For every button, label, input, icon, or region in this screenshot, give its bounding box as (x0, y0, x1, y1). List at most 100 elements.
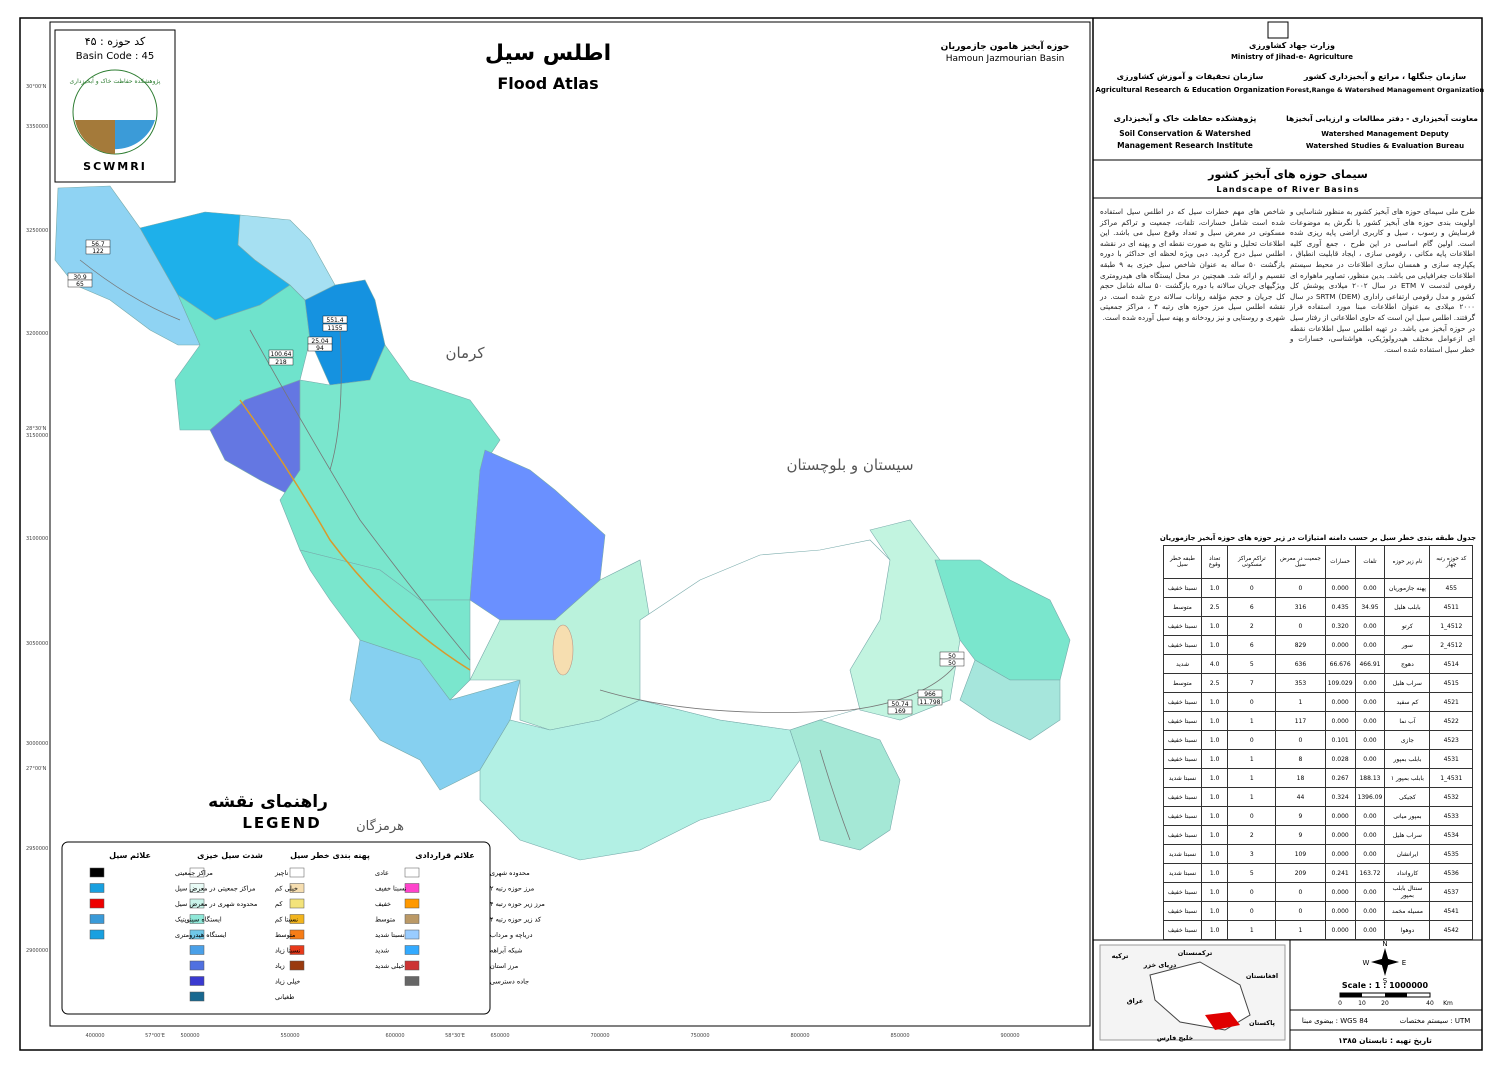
table-cell: متوسط (1163, 673, 1202, 693)
table-cell: 4532 (1429, 787, 1473, 807)
point-label: 218 (275, 359, 287, 366)
coord-label: 57°00'E (145, 1033, 165, 1039)
legend-swatch (189, 867, 205, 878)
compass-label: S (1383, 977, 1388, 985)
urban-area (552, 624, 574, 676)
legend-item: نسبتا خفیف (375, 885, 407, 893)
landscape-en: Landscape of River Basins (1216, 185, 1359, 194)
table-cell: 0.00 (1354, 635, 1386, 655)
table-cell: 4.0 (1200, 654, 1229, 674)
rivers (79, 259, 961, 841)
table-cell: بابلب بمپور (1384, 749, 1431, 769)
coord-label: 2900000 (26, 948, 48, 954)
deputy-en: Watershed Management Deputy Watershed St… (1305, 130, 1465, 150)
table-cell: نسبتا خفیف (1163, 635, 1202, 655)
table-row: 4531 بابلب بمپور 0.00 0.028 8 1 1.0 نسبتا خفیف (1163, 749, 1473, 769)
table-row: 4521 کم سفید 0.00 0.000 1 0 1.0 نسبتا خفیف (1163, 692, 1473, 712)
table-cell: 4521 (1429, 692, 1473, 712)
table-cell: 5 (1227, 863, 1277, 883)
point-label-box (85, 246, 111, 255)
table-cell: سور (1384, 635, 1431, 655)
legend-swatch (289, 898, 305, 909)
table-cell: 1.0 (1200, 692, 1229, 712)
logo-text: SCWMRI (83, 160, 147, 173)
legend-swatch (404, 898, 420, 909)
point-label: 56.7 (91, 241, 105, 248)
coord-label: 30°00'N (26, 84, 47, 90)
table-cell: 1.0 (1200, 920, 1229, 940)
table-header: تراکم مراکز مسکونی (1227, 545, 1277, 579)
legend-swatch (89, 914, 105, 924)
table-row: 4532 کجیکی 1396.09 0.324 44 1 1.0 نسبتا خفیف (1163, 787, 1473, 807)
table-cell: 0.00 (1354, 901, 1386, 921)
table-cell: بابلب هلیل (1384, 597, 1431, 617)
deputy-fa: معاونت آبخیزداری - دفتر مطالعات و ارزیاب… (1286, 113, 1478, 123)
table-cell: کم سفید (1384, 692, 1431, 712)
table-cell: 4536 (1429, 863, 1473, 883)
coord-label: 400000 (85, 1033, 104, 1039)
table-cell: 4514 (1429, 654, 1473, 674)
table-cell: 829 (1275, 635, 1326, 655)
table-cell: 0.267 (1324, 768, 1356, 788)
table-cell: 1.0 (1200, 635, 1229, 655)
coord-label: 3200000 (26, 331, 48, 337)
legend-item: زیاد (275, 962, 285, 970)
coord-label: 850000 (890, 1033, 909, 1039)
table-cell: نسبتا خفیف (1163, 825, 1202, 845)
legend-swatch (89, 867, 105, 878)
org-right-en: Forest,Range & Watershed Management Orga… (1286, 86, 1485, 94)
point-label: 25.04 (311, 338, 328, 345)
legend-swatch (289, 960, 305, 971)
table-cell: 0 (1275, 616, 1326, 636)
table-cell: 1 (1227, 749, 1277, 769)
region (849, 519, 961, 721)
table-cell: 4515 (1429, 673, 1473, 693)
table-cell: 163.72 (1354, 863, 1386, 883)
table-cell: 188.13 (1354, 768, 1386, 788)
legend-swatch (89, 898, 105, 909)
coord-label: 700000 (590, 1033, 609, 1039)
table-header-row: کد حوزه رتبه چهار نام زیر حوزه تلفات خسارات… (1163, 545, 1473, 579)
province-label: هرمزگان (356, 818, 404, 834)
inset-label: پاکستان (1249, 1019, 1275, 1027)
table-cell: 0.028 (1324, 749, 1356, 769)
table-cell: 0 (1227, 692, 1277, 712)
table-cell: 0.00 (1354, 578, 1386, 598)
table-cell: 0 (1227, 578, 1277, 598)
point-label-box (887, 706, 913, 715)
table-cell: دوهوا (1384, 920, 1431, 940)
coord-label: 750000 (690, 1033, 709, 1039)
table-cell: 0 (1275, 901, 1326, 921)
ministry-emblem (1267, 21, 1289, 39)
legend-item: ایستگاه سینوپتیک (175, 916, 222, 924)
compass-label: W (1363, 959, 1370, 967)
legend-swatch (89, 883, 105, 893)
table-cell: نسبتا خفیف (1163, 730, 1202, 750)
region (934, 559, 1071, 681)
table-cell: 0.00 (1354, 711, 1386, 731)
legend-item: مراکز جمعیتی در معرض سیل (175, 885, 256, 893)
table-row: 4534 سراب هلیل 0.00 0.000 9 2 1.0 نسبتا خفیف (1163, 825, 1473, 845)
table-cell: متوسط (1163, 597, 1202, 617)
table-cell: 4511 (1429, 597, 1473, 617)
table-cell: 0.241 (1324, 863, 1356, 883)
table-cell: 1.0 (1200, 616, 1229, 636)
table-cell: 4512_2 (1429, 635, 1473, 655)
table-cell: 4534 (1429, 825, 1473, 845)
table-cell: نسبتا شدید (1163, 863, 1202, 883)
legend-swatch (189, 883, 205, 893)
legend-swatch (189, 976, 205, 986)
region (237, 214, 336, 301)
table-cell: 0.000 (1324, 692, 1356, 712)
table-row: 455 پهنه جازموریان 0.00 0.000 0 0 1.0 نسبتا خفی… (1163, 578, 1473, 598)
legend-swatch (404, 867, 420, 878)
coord-label: 3000000 (26, 741, 48, 747)
point-label: 100.64 (271, 351, 292, 358)
datum: بیضوی مبنا : WGS 84 (1302, 1017, 1369, 1025)
point-label: 11.798 (920, 699, 941, 706)
legend-title-en: LEGEND (242, 814, 321, 832)
legend-item: شدید (375, 947, 389, 955)
legend-swatch (189, 991, 205, 1002)
